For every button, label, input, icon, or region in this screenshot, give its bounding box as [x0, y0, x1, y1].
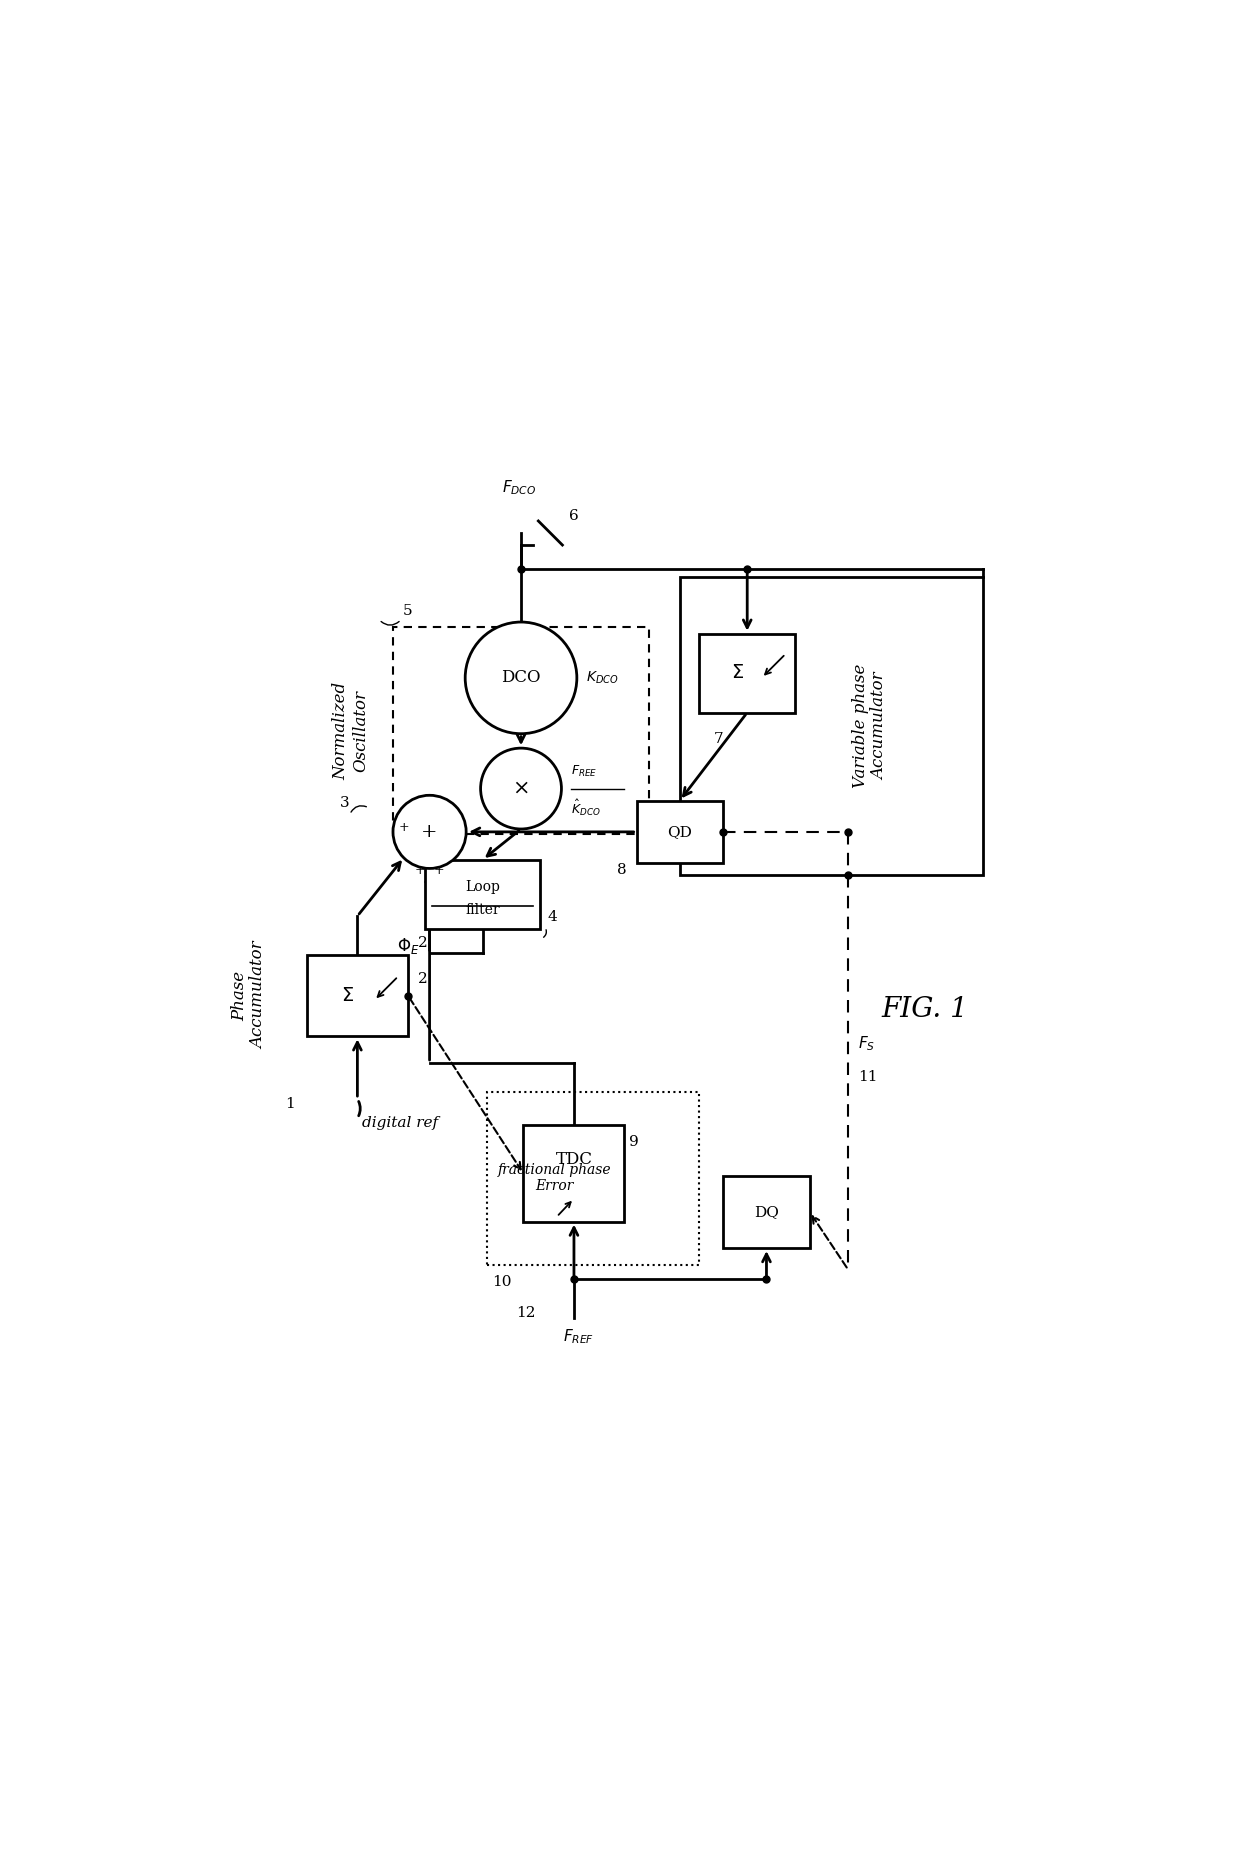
Text: +: +: [399, 820, 410, 833]
Text: 1: 1: [286, 1097, 294, 1111]
Bar: [679, 576, 982, 876]
Text: DCO: DCO: [502, 670, 540, 687]
Text: TDC: TDC: [555, 1150, 592, 1167]
Bar: [523, 1126, 625, 1221]
Text: $K_{DCO}$: $K_{DCO}$: [586, 670, 619, 687]
Text: DQ: DQ: [754, 1204, 779, 1219]
Bar: [425, 859, 540, 929]
Circle shape: [392, 795, 466, 869]
Text: fractional phase
Error: fractional phase Error: [498, 1163, 611, 1193]
Text: filter: filter: [466, 902, 499, 917]
Text: 10: 10: [492, 1274, 512, 1289]
Text: ×: ×: [512, 779, 530, 797]
Text: +: +: [421, 824, 438, 840]
Text: 2: 2: [417, 936, 427, 949]
Text: 2: 2: [417, 972, 427, 987]
Text: 4: 4: [548, 910, 558, 925]
Text: 3: 3: [340, 795, 350, 810]
Text: $F_S$: $F_S$: [858, 1034, 876, 1052]
Text: 7: 7: [714, 732, 723, 747]
Text: $F_{DCO}$: $F_{DCO}$: [502, 478, 537, 497]
Text: 6: 6: [569, 508, 579, 523]
Text: Variable phase
Accumulator: Variable phase Accumulator: [852, 664, 888, 788]
Text: Phase
Accumulator: Phase Accumulator: [231, 942, 267, 1049]
Text: $\Phi_E$: $\Phi_E$: [397, 936, 420, 957]
Text: +: +: [415, 863, 426, 876]
Text: Normalized
Oscillator: Normalized Oscillator: [333, 681, 369, 780]
Bar: [307, 955, 407, 1036]
Bar: [699, 634, 795, 713]
Text: 8: 8: [617, 863, 627, 878]
Circle shape: [481, 749, 561, 829]
Text: 12: 12: [515, 1306, 535, 1321]
Text: QD: QD: [667, 825, 692, 839]
Text: 11: 11: [858, 1071, 877, 1084]
Text: $F_{REF}$: $F_{REF}$: [563, 1328, 595, 1347]
Text: +: +: [433, 863, 445, 876]
Text: digital ref: digital ref: [363, 1116, 438, 1129]
Text: $\hat{K}_{DCO}$: $\hat{K}_{DCO}$: [571, 797, 601, 818]
Bar: [487, 1092, 699, 1264]
Circle shape: [466, 623, 576, 734]
Text: Loop: Loop: [465, 880, 501, 893]
Bar: [636, 801, 723, 863]
Text: $\Sigma$: $\Sigma$: [732, 664, 744, 683]
Bar: [723, 1176, 810, 1248]
Text: 9: 9: [630, 1135, 640, 1150]
Text: $F_{REE}$: $F_{REE}$: [571, 764, 597, 779]
Bar: [394, 627, 648, 835]
Text: FIG. 1: FIG. 1: [882, 996, 969, 1024]
Text: $\Sigma$: $\Sigma$: [342, 987, 354, 1004]
Text: 5: 5: [404, 604, 412, 617]
